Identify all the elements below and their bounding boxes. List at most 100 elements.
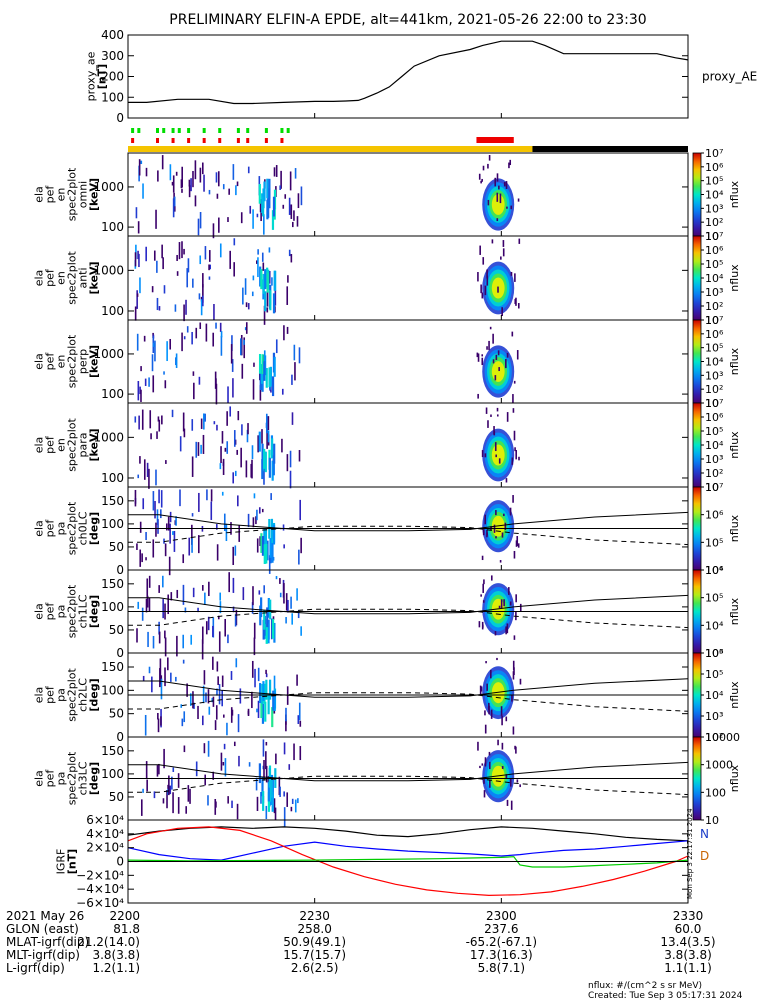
panel-8-ylabel: ela <box>33 687 46 704</box>
orbit-row-value: 60.0 <box>675 922 702 936</box>
panel-10-ytick-label: −2×10⁴ <box>76 868 124 882</box>
panel-9-spectrogram <box>140 739 521 828</box>
panel-7-ylabel: pef <box>44 602 57 621</box>
status-tick-red <box>246 138 250 143</box>
status-tick-red <box>156 138 159 143</box>
panel-3-frame <box>127 235 689 321</box>
colorbar-tick-label: 10⁵ <box>705 425 723 438</box>
panel-6-colorbar: 10⁴ 10⁵ 10⁶ 10⁷ nflux <box>692 481 741 577</box>
panel-4-ylabel: ela <box>33 353 46 370</box>
orbit-row-value: 15.7(15.7) <box>283 948 346 962</box>
panel-3-ytick-label: 100 <box>101 304 124 318</box>
colorbar-tick-label: 100 <box>705 786 726 799</box>
orbit-row-value: 1.1(1.1) <box>664 961 712 975</box>
status-tick-red <box>171 138 175 143</box>
panel-4-ylabel: pef <box>44 352 57 371</box>
panel-6-ylabel: ch0LC <box>77 511 90 545</box>
panel-9-ylabel: spec2plot <box>66 751 79 805</box>
panel-5-ylabel: para <box>77 433 90 458</box>
orbit-row-label: GLON (east) <box>6 922 79 936</box>
panel-7-ylabel: ela <box>33 603 46 620</box>
colorbar-tick-label: 10⁵ <box>705 258 723 271</box>
status-tick-green <box>286 128 290 133</box>
colorbar-tick-label: 10³ <box>705 647 723 660</box>
colorbar-tick-label: 10 <box>705 814 719 827</box>
colorbar-label: nflux <box>728 264 741 292</box>
panel-3-ylabel: [keV] <box>88 261 101 294</box>
status-tick-green <box>202 128 206 133</box>
panel-8-ylabel: [deg] <box>88 678 101 711</box>
panel-3-ylabel: spec2plot <box>66 251 79 305</box>
panel-1-ylabel: [nT] <box>96 64 109 89</box>
orbit-row-value: 2200 <box>109 909 140 923</box>
panel-8-ytick-label: 150 <box>101 660 124 674</box>
panel-7: 050100150elapefpaspec2plotch1LC[deg]10³1… <box>33 564 742 660</box>
colorbar-tick-label: 1000 <box>705 759 733 772</box>
colorbar-tick-label: 10⁷ <box>705 147 723 160</box>
colorbar-tick-label: 10³ <box>705 710 723 723</box>
status-tick-red <box>131 138 135 143</box>
panel-5-ylabel: ela <box>33 437 46 454</box>
panel-5-spectrogram <box>134 406 520 489</box>
panel-9-ytick-label: 150 <box>101 744 124 758</box>
colorbar-label: nflux <box>728 681 741 709</box>
panel-7-ytick-label: 100 <box>101 600 124 614</box>
panel-2-spectrogram <box>135 155 520 239</box>
panel-4-ytick-label: 1000 <box>93 347 124 361</box>
panel-9-colorbar: 10 100 1000 10000 nflux <box>692 731 741 827</box>
colorbar-tick-label: 10⁴ <box>705 564 724 577</box>
panel-7-loss-cone-lines <box>128 594 689 629</box>
panel-9-ylabel: ela <box>33 770 46 787</box>
panel-2-ylabel: en <box>55 188 68 202</box>
panel-1-ytick-label: 0 <box>116 111 124 125</box>
colorbar-tick-label: 10⁶ <box>705 647 724 660</box>
colorbar-tick-label: 10² <box>705 467 723 480</box>
panel-1-series-1 <box>128 40 689 105</box>
panel-1-ylabel: proxy_ae <box>85 51 98 101</box>
panel-2: 1001000elapefenspec2plotomni[keV]1010²10… <box>33 147 742 243</box>
panel-8-ylabel: spec2plot <box>66 668 79 722</box>
panel-4-spectrogram <box>136 322 519 405</box>
panel-legend: proxy_AE <box>702 70 757 84</box>
panel-8-ylabel: pef <box>44 685 57 704</box>
colorbar-tick-label: 10⁵ <box>705 342 723 355</box>
status-tick-green <box>156 128 159 133</box>
status-tick-green <box>236 128 240 133</box>
igrf-legend-n: N <box>700 827 709 841</box>
panel-3: 1001000elapefenspec2plotanti[keV]1010²10… <box>33 230 742 327</box>
panel-9-ylabel: ch3LC <box>77 761 90 795</box>
panel-5-ylabel: en <box>55 438 68 452</box>
status-bar-red <box>476 137 514 143</box>
status-tick-green <box>131 128 135 133</box>
orbit-row-value: -65.2(-67.1) <box>466 935 537 949</box>
colorbar-label: nflux <box>728 431 741 459</box>
orbit-row-value: 2.6(2.5) <box>291 961 339 975</box>
orbit-row-label: MLT-igrf(dip) <box>6 948 80 962</box>
panel-3-ylabel: ela <box>33 270 46 287</box>
panel-10-ytick-label: −4×10⁴ <box>76 882 124 896</box>
panel-10-series-1 <box>127 826 689 842</box>
panel-7-ylabel: [deg] <box>88 595 101 628</box>
panel-8-colorbar: 10² 10³ 10⁴ 10⁵ 10⁶ nflux <box>692 647 741 744</box>
panel-2-ylabel: pef <box>44 185 57 204</box>
panel-2-frame <box>127 152 689 237</box>
panel-6-ytick-label: 0 <box>116 563 124 577</box>
colorbar-label: nflux <box>728 597 741 625</box>
panel-10-ytick-label: 4×10⁴ <box>86 827 124 841</box>
orbit-row-value: 2330 <box>673 909 704 923</box>
status-bar-yellow <box>128 146 533 152</box>
panel-8-loss-cone-lines <box>128 678 689 712</box>
colorbar-label: nflux <box>728 514 741 542</box>
orbit-row-value: 3.8(3.8) <box>664 948 712 962</box>
colorbar-tick-label: 10⁷ <box>705 230 723 243</box>
panel-10-series-4 <box>127 856 689 868</box>
plot-title: PRELIMINARY ELFIN-A EPDE, alt=441km, 202… <box>169 12 646 28</box>
colorbar-tick-label: 10⁶ <box>705 328 724 341</box>
panel-7-ytick-label: 50 <box>109 623 124 637</box>
panel-3-ylabel: en <box>55 271 68 285</box>
panel-8-ylabel: ch2LC <box>77 678 90 712</box>
panel-8-ylabel: pa <box>55 688 68 702</box>
